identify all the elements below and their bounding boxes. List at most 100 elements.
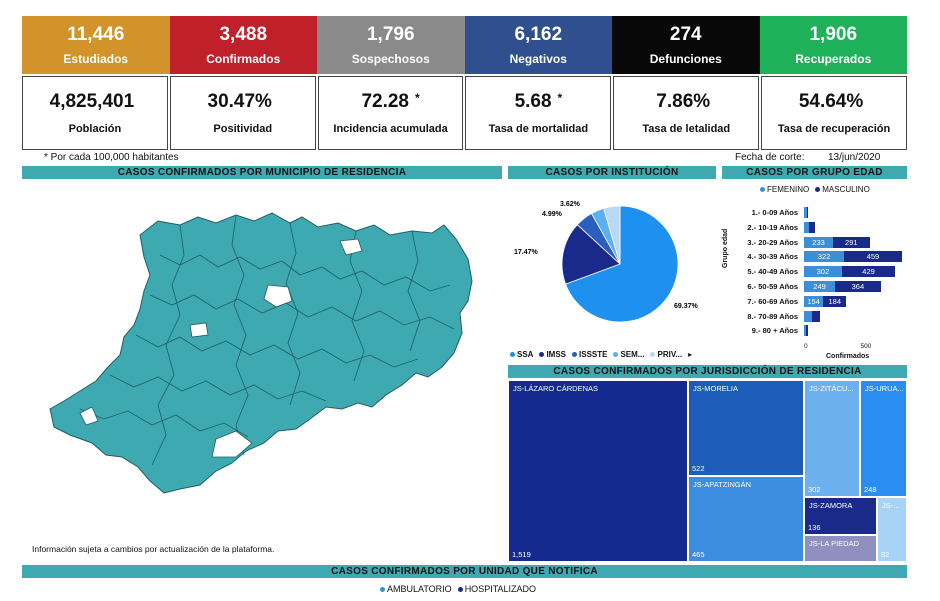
map-disclaimer: Información sujeta a cambios por actuali… (32, 544, 275, 554)
pie-legend-item[interactable]: SEM... (613, 350, 644, 359)
age-bar-femenino[interactable] (804, 310, 812, 322)
age-bar-masculino[interactable]: 364 (835, 281, 881, 292)
age-bar-masculino[interactable]: 459 (844, 251, 902, 263)
age-tick-label: 8.- 70-89 Años (747, 311, 798, 321)
treemap-cell[interactable]: JS-... 82 (877, 497, 907, 562)
kpi-card-recuperados[interactable]: 1,906 Recuperados (759, 16, 907, 74)
pie-legend-item[interactable]: ISSSTE (572, 350, 607, 359)
treemap-cell-label: JS-MORELIA (693, 384, 739, 393)
age-bar-masculino[interactable] (805, 325, 809, 337)
institution-pie-chart[interactable]: 69.37% 17.47% 4.99% 3.62% (508, 190, 718, 350)
age-bar-femenino[interactable]: 154 (804, 295, 824, 307)
age-tick-label: 4.- 30-39 Años (747, 252, 798, 262)
section-grupo-edad: CASOS POR GRUPO EDAD (722, 166, 907, 179)
treemap-cell-value: 82 (881, 550, 890, 559)
pie-slice-priv[interactable] (603, 205, 621, 265)
age-bar[interactable]: 249 364 (804, 281, 881, 292)
section-institucion: CASOS POR INSTITUCIÓN (508, 166, 716, 179)
treemap-cell[interactable]: JS-LA PIEDAD (804, 535, 877, 562)
age-bar-femenino[interactable] (804, 207, 807, 218)
stat-label: Tasa de letalidad (642, 123, 731, 135)
treemap-cell[interactable]: JS-ZITÁCU... 302 (804, 380, 860, 497)
section-municipio: CASOS CONFIRMADOS POR MUNICIPIO DE RESID… (22, 166, 502, 179)
age-bar-femenino[interactable] (804, 325, 806, 337)
legend-masculino[interactable]: MASCULINO (815, 185, 870, 194)
kpi-card-confirmados[interactable]: 3,488 Confirmados (169, 16, 317, 74)
age-bar-femenino[interactable] (804, 221, 809, 233)
legend-dot-icon (539, 352, 545, 357)
age-tick-label: 5.- 40-49 Años (747, 267, 798, 277)
age-bar[interactable]: 233 291 (804, 236, 870, 248)
pie-legend-item[interactable]: PRIV... (650, 350, 682, 359)
age-group-chart[interactable]: 1.- 0-09 Años 2.- 10-19 Años 3.- 20-29 Año… (722, 200, 907, 360)
michoacan-map[interactable] (40, 195, 480, 535)
legend-dot-icon (572, 352, 578, 357)
legend-next-icon[interactable]: ▸ (688, 350, 693, 359)
treemap-cell[interactable]: JS-APATZINGÁN 465 (688, 476, 804, 562)
treemap-cell[interactable]: JS-URUA... 248 (860, 380, 907, 497)
treemap-cell[interactable]: JS-MORELIA 522 (688, 380, 804, 476)
stat-card: 4,825,401 Población (22, 76, 168, 150)
kpi-card-defunciones[interactable]: 274 Defunciones (612, 16, 760, 74)
stat-card: 54.64% Tasa de recuperación (761, 76, 907, 150)
kpi-value: 11,446 (67, 24, 125, 45)
legend-dot-icon (650, 352, 656, 357)
legend-hospitalizado[interactable]: HOSPITALIZADO (457, 584, 536, 594)
stat-label: Población (68, 123, 122, 135)
age-bar-masculino[interactable] (809, 221, 815, 233)
treemap-cell-value: 136 (808, 523, 821, 532)
age-bar-masculino[interactable] (811, 310, 821, 322)
age-bar-femenino[interactable]: 233 (804, 236, 834, 248)
treemap-cell-label: JS-URUA... (865, 384, 904, 393)
masculino-dot-icon (815, 187, 821, 192)
kpi-value: 1,906 (809, 24, 858, 45)
age-bar-femenino[interactable]: 322 (804, 251, 845, 263)
age-bar[interactable]: 322 459 (804, 251, 902, 263)
age-bar[interactable] (804, 221, 815, 233)
age-bar[interactable] (804, 325, 809, 337)
treemap-cell[interactable]: JS-ZAMORA 136 (804, 497, 877, 535)
age-tick-label: 9.- 80 + Años (751, 326, 798, 336)
treemap-cell-value: 522 (692, 464, 705, 473)
age-bar[interactable]: 154 184 (804, 295, 847, 307)
treemap-cell-label: JS-ZAMORA (809, 501, 853, 510)
age-tick-label: 2.- 10-19 Años (747, 222, 798, 232)
stat-value: 4,825,401 (49, 91, 135, 112)
legend-ambulatorio[interactable]: AMBULATORIO (380, 584, 452, 594)
age-bar-masculino[interactable]: 429 (841, 266, 896, 278)
legend-femenino[interactable]: FEMENINO (760, 185, 809, 194)
stat-card: 72.28 * Incidencia acumulada (317, 76, 464, 150)
age-bar-femenino[interactable]: 249 (804, 281, 836, 292)
age-bar-femenino[interactable]: 302 (804, 266, 842, 278)
legend-dot-icon (613, 352, 619, 357)
treemap-cell-label: JS-... (882, 501, 900, 510)
age-bar-masculino[interactable]: 184 (823, 295, 847, 307)
age-bar-masculino[interactable] (806, 207, 809, 218)
kpi-label: Estudiados (63, 52, 129, 66)
kpi-card-negativos[interactable]: 6,162 Negativos (464, 16, 612, 74)
kpi-card-estudiados[interactable]: 11,446 Estudiados (22, 16, 170, 74)
age-bar[interactable] (804, 207, 809, 218)
kpi-value: 3,488 (219, 24, 268, 45)
age-bar[interactable] (804, 310, 821, 322)
kpi-card-sospechosos[interactable]: 1,796 Sospechosos (317, 16, 465, 74)
stat-value: 72.28 (361, 91, 409, 112)
treemap-cell-value: 248 (864, 485, 877, 494)
treemap-cell[interactable]: JS-LÁZARO CÁRDENAS 1,519 (508, 380, 688, 562)
stat-card: 30.47% Positividad (169, 76, 316, 150)
pie-slice-imss[interactable] (561, 224, 621, 285)
treemap-cell-value: 465 (692, 550, 705, 559)
stat-label: Tasa de recuperación (777, 123, 891, 135)
pie-data-label: 4.99% (542, 211, 563, 218)
age-bar[interactable]: 302 429 (804, 266, 896, 278)
kpi-value: 6,162 (514, 24, 563, 45)
jurisdiction-treemap[interactable]: JS-LÁZARO CÁRDENAS 1,519 JS-MORELIA 522 JS-A… (508, 380, 907, 562)
stat-label: Tasa de mortalidad (488, 123, 589, 135)
pie-legend-item[interactable]: SSA (510, 350, 533, 359)
age-bar-masculino[interactable]: 291 (833, 236, 870, 248)
pie-legend-item[interactable]: IMSS (539, 350, 566, 359)
treemap-cell-value: 302 (808, 485, 821, 494)
pie-slice-ssa[interactable] (565, 205, 679, 323)
stat-label: Incidencia acumulada (333, 123, 448, 135)
stat-label: Positividad (213, 123, 273, 135)
